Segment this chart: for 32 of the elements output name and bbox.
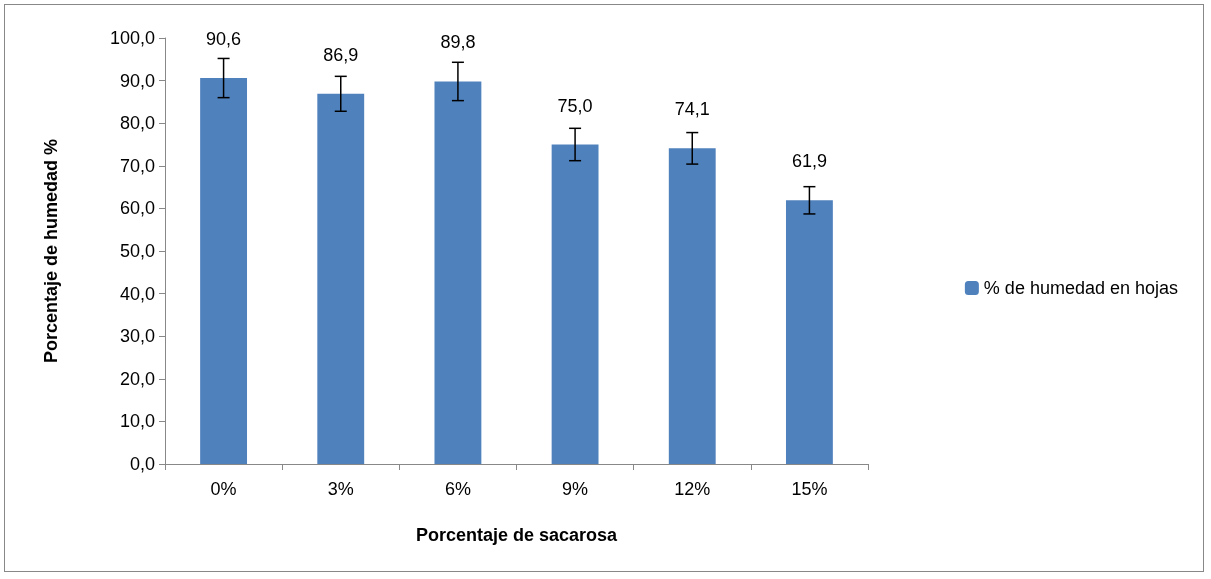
- data-label: 90,6: [206, 29, 242, 50]
- x-tick-label: 6%: [444, 479, 471, 499]
- x-tick-label: 3%: [327, 479, 354, 499]
- bar: [434, 81, 482, 464]
- x-tick-label: 0%: [210, 479, 237, 499]
- y-tick-label: 30,0: [119, 326, 155, 347]
- bar: [668, 148, 716, 464]
- y-tick-label: 0,0: [129, 454, 155, 474]
- x-tick-label: 12%: [674, 479, 711, 499]
- bar: [551, 144, 599, 464]
- y-tick-label: 80,0: [119, 113, 155, 134]
- y-tick-label: 50,0: [119, 241, 155, 261]
- x-tick-label: 9%: [562, 479, 589, 499]
- y-axis-title: Porcentaje de humedad %: [41, 138, 61, 364]
- data-label: 61,9: [791, 151, 827, 172]
- y-tick-label: 10,0: [119, 411, 155, 432]
- data-label: 89,8: [440, 32, 476, 53]
- bar: [200, 78, 248, 464]
- y-tick-label: 20,0: [119, 368, 155, 389]
- y-tick-label: 70,0: [119, 155, 155, 176]
- y-tick-label: 60,0: [119, 198, 155, 219]
- y-tick-label: 40,0: [119, 283, 155, 304]
- y-tick-label: 100,0: [109, 28, 155, 48]
- data-label: 74,1: [674, 99, 710, 120]
- legend-label: % de humedad en hojas: [983, 278, 1179, 298]
- data-label: 75,0: [557, 95, 593, 116]
- y-tick-label: 90,0: [119, 70, 155, 91]
- x-tick-label: 15%: [791, 479, 828, 499]
- x-axis-title: Porcentaje de sacarosa: [415, 525, 619, 545]
- data-label: 86,9: [323, 44, 359, 65]
- bar: [317, 93, 365, 464]
- bar: [785, 200, 833, 464]
